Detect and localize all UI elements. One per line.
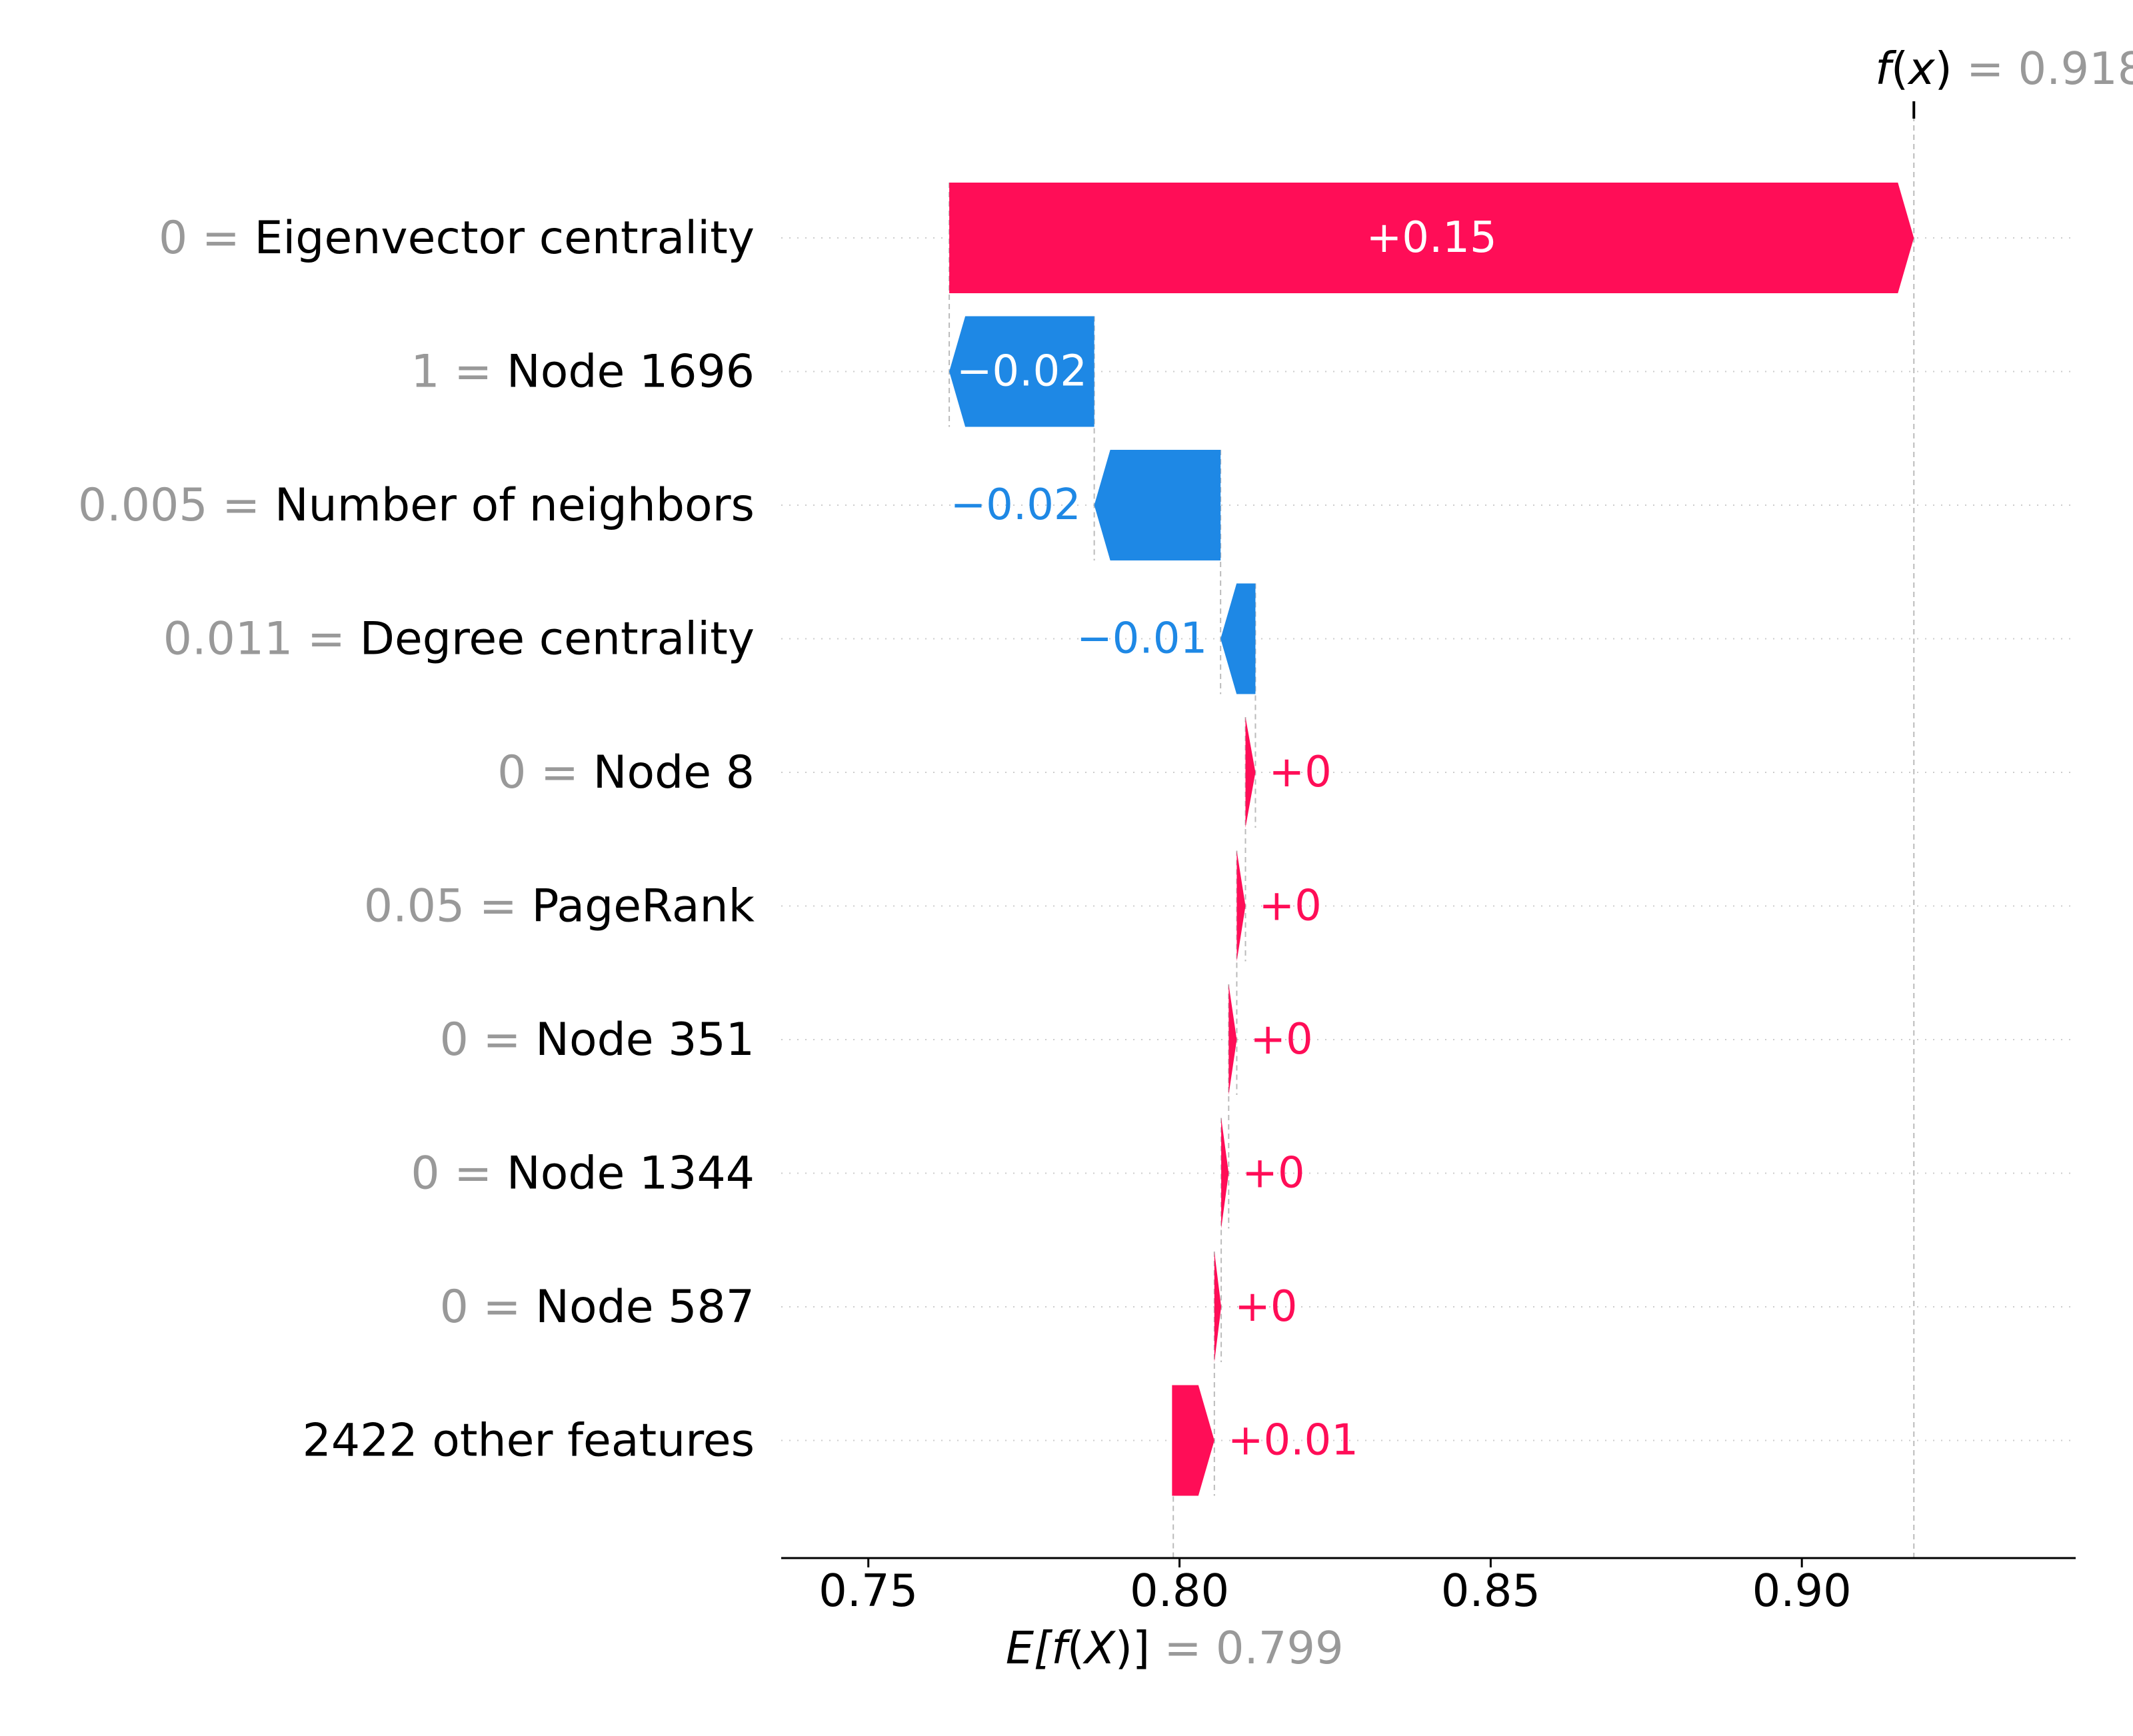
positive-contribution-bar xyxy=(1214,1252,1222,1362)
negative-contribution-bar xyxy=(1220,583,1256,694)
feature-name: Node 1696 xyxy=(507,345,755,398)
feature-label: 0 = Eigenvector centrality xyxy=(159,212,755,265)
feature-label: 0.05 = PageRank xyxy=(364,880,755,932)
x-axis: 0.75 0.80 0.85 0.90 xyxy=(781,1557,2076,1617)
feature-equals: = xyxy=(469,1281,535,1333)
output-value-label: f(x) = 0.918 xyxy=(1875,43,2133,95)
feature-equals: = xyxy=(208,479,275,532)
feature-value: 0 xyxy=(497,746,526,799)
feature-value: 0.05 xyxy=(364,880,465,932)
feature-label: 0.005 = Number of neighbors xyxy=(78,479,755,532)
x-tick-label: 0.85 xyxy=(1441,1565,1540,1617)
positive-contribution-bar xyxy=(1236,850,1246,962)
feature-name: Eigenvector centrality xyxy=(254,212,755,265)
positive-contribution-bar xyxy=(1221,1118,1229,1229)
feature-name: Node 8 xyxy=(593,746,755,799)
feature-value: 0 xyxy=(440,1281,469,1333)
feature-name: Node 351 xyxy=(535,1014,755,1066)
feature-label: 0 = Node 587 xyxy=(440,1281,755,1333)
feature-label: 0 = Node 351 xyxy=(440,1014,755,1066)
feature-name: Number of neighbors xyxy=(275,479,755,532)
feature-label: 2422 other features xyxy=(303,1414,755,1467)
positive-contribution-bar xyxy=(1228,984,1237,1095)
bar-value-label: +0 xyxy=(1268,748,1331,797)
feature-name: 2422 other features xyxy=(303,1414,755,1467)
feature-name: PageRank xyxy=(531,880,755,932)
feature-equals: = xyxy=(187,212,254,265)
x-tick-label: 0.75 xyxy=(819,1565,918,1617)
feature-value: 0.011 xyxy=(163,612,293,665)
bar-value-label: +0.15 xyxy=(1366,213,1497,263)
feature-equals: = xyxy=(293,612,359,665)
positive-contribution-bar xyxy=(949,183,1914,293)
negative-contribution-bar xyxy=(1094,450,1221,560)
bar-value-label: −0.02 xyxy=(957,347,1087,397)
feature-label: 0 = Node 8 xyxy=(497,746,755,799)
feature-equals: = xyxy=(465,880,531,932)
negative-contribution-bar xyxy=(949,316,1094,427)
bars: +0.15 −0.02 −0.02 −0.01 +0 +0 +0 +0 +0 +0.01 xyxy=(949,183,1914,1496)
feature-name: Node 1344 xyxy=(507,1147,755,1200)
feature-value: 1 xyxy=(411,345,439,398)
positive-contribution-bar xyxy=(1245,717,1256,828)
bar-value-label: +0 xyxy=(1250,1015,1312,1064)
x-tick-label: 0.90 xyxy=(1752,1565,1852,1617)
feature-equals: = xyxy=(440,345,507,398)
bar-value-label: −0.01 xyxy=(1076,614,1207,664)
bar-value-label: +0 xyxy=(1234,1282,1297,1331)
feature-labels: 0 = Eigenvector centrality 1 = Node 1696 0… xyxy=(78,212,755,1467)
bar-value-label: −0.02 xyxy=(951,480,1081,530)
positive-contribution-bar xyxy=(1172,1385,1214,1496)
annotations: E[f(X)] = 0.799 f(x) = 0.918 xyxy=(1006,43,2133,1674)
x-tick-label: 0.80 xyxy=(1130,1565,1229,1617)
feature-value: 0 xyxy=(159,212,187,265)
feature-equals: = xyxy=(526,746,593,799)
bar-value-label: +0.01 xyxy=(1228,1416,1358,1465)
base-value-label: E[f(X)] = 0.799 xyxy=(1006,1622,1344,1674)
feature-name: Degree centrality xyxy=(360,612,755,665)
bar-value-label: +0 xyxy=(1259,882,1322,931)
bar-value-label: +0 xyxy=(1242,1149,1304,1198)
feature-equals: = xyxy=(469,1014,535,1066)
feature-value: 0.005 xyxy=(78,479,208,532)
feature-value: 0 xyxy=(440,1014,469,1066)
feature-label: 0.011 = Degree centrality xyxy=(163,612,755,665)
feature-name: Node 587 xyxy=(535,1281,755,1333)
feature-equals: = xyxy=(440,1147,507,1200)
feature-value: 0 xyxy=(411,1147,439,1200)
feature-label: 1 = Node 1696 xyxy=(411,345,755,398)
feature-label: 0 = Node 1344 xyxy=(411,1147,755,1200)
